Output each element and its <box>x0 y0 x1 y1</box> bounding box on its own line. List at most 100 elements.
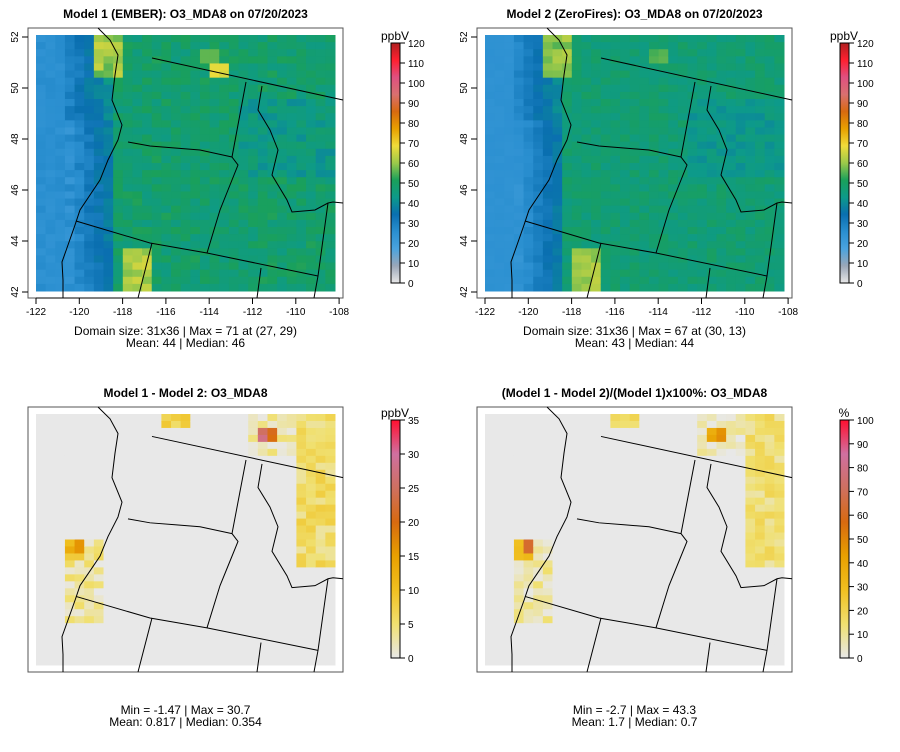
grid-cell <box>552 525 563 534</box>
grid-cell <box>581 427 592 436</box>
grid-cell <box>84 234 95 242</box>
grid-cell <box>600 504 611 513</box>
grid-cell <box>306 518 317 527</box>
grid-cell <box>562 637 573 645</box>
grid-cell <box>716 532 727 540</box>
grid-cell <box>523 106 534 114</box>
grid-cell <box>45 469 56 478</box>
grid-cell <box>132 276 143 285</box>
grid-cell <box>64 219 76 228</box>
grid-cell <box>325 616 336 624</box>
grid-cell <box>151 163 162 171</box>
grid-cell <box>286 497 297 506</box>
grid-cell <box>219 184 230 192</box>
grid-cell <box>591 163 602 171</box>
grid-cell <box>267 234 278 242</box>
grid-cell <box>533 588 544 596</box>
grid-cell <box>142 602 153 610</box>
grid-cell <box>745 184 756 192</box>
grid-cell <box>600 99 611 107</box>
grid-cell <box>238 163 249 171</box>
grid-cell <box>74 574 85 582</box>
grid-cell <box>697 441 708 450</box>
grid-cell <box>209 127 220 136</box>
grid-cell <box>504 427 515 436</box>
grid-cell <box>257 141 268 150</box>
boundary-line <box>75 595 319 651</box>
grid-cell <box>132 588 143 596</box>
grid-cell <box>36 602 47 610</box>
grid-cell <box>45 234 56 242</box>
grid-cell <box>581 518 592 527</box>
grid-cell <box>113 455 124 464</box>
grid-cell <box>171 427 182 436</box>
grid-cell <box>190 42 201 50</box>
grid-cell <box>706 283 717 292</box>
grid-cell <box>697 525 708 534</box>
grid-cell <box>552 427 563 436</box>
grid-cell <box>735 427 746 436</box>
grid-cell <box>84 420 95 429</box>
grid-cell <box>190 77 201 86</box>
grid-cell <box>64 42 76 50</box>
grid-cell <box>523 276 534 285</box>
grid-cell <box>103 595 114 603</box>
grid-cell <box>122 651 133 659</box>
grid-cell <box>523 205 534 214</box>
grid-cell <box>248 113 259 121</box>
grid-cell <box>142 497 153 506</box>
grid-cell <box>296 198 307 207</box>
grid-cell <box>93 198 105 207</box>
grid-cell <box>315 518 326 527</box>
grid-cell <box>668 127 679 136</box>
grid-cell <box>132 205 143 214</box>
grid-cell <box>93 567 105 575</box>
grid-cell <box>45 63 56 72</box>
colorbar-tick-label: 10 <box>408 586 420 597</box>
grid-cell <box>228 609 240 617</box>
grid-cell <box>199 658 211 666</box>
grid-cell <box>45 42 56 50</box>
grid-cell <box>697 434 708 443</box>
grid-cell <box>687 177 698 185</box>
grid-cell <box>494 581 505 589</box>
grid-cell <box>55 483 66 492</box>
grid-cell <box>113 595 124 603</box>
grid-cell <box>591 113 602 121</box>
grid-cell <box>523 539 534 547</box>
grid-cell <box>552 511 563 520</box>
grid-cell <box>629 658 640 666</box>
grid-cell <box>523 609 534 617</box>
grid-cell <box>726 441 737 450</box>
grid-cell <box>726 616 737 624</box>
grid-cell <box>639 609 650 617</box>
grid-cell <box>764 553 775 561</box>
grid-cell <box>552 630 563 638</box>
grid-cell <box>36 255 47 264</box>
grid-cell <box>296 560 307 568</box>
grid-cell <box>161 155 172 164</box>
grid-cell <box>629 434 640 443</box>
grid-cell <box>142 595 153 603</box>
grid-cell <box>774 581 785 589</box>
grid-cell <box>142 134 153 143</box>
grid-cell <box>161 637 172 645</box>
grid-cell <box>755 483 766 492</box>
grid-cell <box>277 609 288 617</box>
grid-cell <box>774 127 785 136</box>
grid-cell <box>151 637 162 645</box>
grid-cell <box>93 163 105 171</box>
grid-cell <box>199 511 211 520</box>
grid-cell <box>161 177 172 185</box>
grid-cell <box>36 609 47 617</box>
grid-cell <box>45 205 56 214</box>
grid-cell <box>562 469 573 478</box>
grid-cell <box>122 497 133 506</box>
grid-cell <box>103 77 114 86</box>
grid-cell <box>161 227 172 235</box>
grid-cell <box>504 248 515 256</box>
grid-cell <box>103 637 114 645</box>
grid-cell <box>600 476 611 485</box>
grid-cell <box>93 602 105 610</box>
